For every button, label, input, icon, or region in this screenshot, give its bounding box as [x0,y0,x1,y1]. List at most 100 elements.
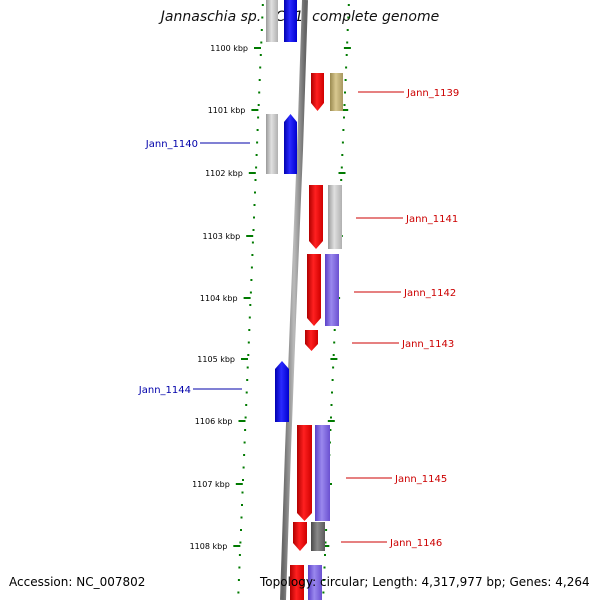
gene-label-jann-1141[interactable]: Jann_1141 [405,214,458,225]
rail-dot [257,116,260,119]
gray-block[interactable] [266,114,278,174]
kbp-scale: 1100 kbp 1101 kbp 1102 kbp 1103 kbp 1104 kbp… [190,44,351,551]
rail-dot [253,216,255,219]
rail-dot [330,404,333,406]
rail-dot [242,466,245,469]
plus-strand-gene[interactable] [307,254,321,326]
rail-dot [261,4,264,6]
rail-dot [346,29,349,31]
rail-dot [325,529,328,531]
rail-dot [259,66,262,69]
rail-dot [331,379,334,381]
kbp-tick-label: 1103 kbp [202,232,240,241]
rail-dot [341,141,344,144]
ortholog-block[interactable] [325,254,339,326]
rail-dot [245,391,248,394]
rail-dot [324,541,327,544]
rail-dot [343,116,345,119]
rail-dot [254,191,256,194]
minus-strand-gene[interactable] [275,361,289,422]
minus-strand-gene[interactable] [284,114,297,174]
rail-dot [345,54,348,56]
rail-dot [241,504,243,506]
rail-dot [237,579,240,581]
plus-strand-gene[interactable] [305,330,318,351]
ortholog-block[interactable] [308,565,322,600]
rail-dot [254,179,257,181]
gene-label-jann-1139[interactable]: Jann_1139 [406,88,459,99]
rail-dot [260,41,263,44]
plus-strand-gene[interactable] [311,73,324,111]
kbp-tick-label: 1101 kbp [208,106,246,115]
rail-dot [260,29,263,31]
kbp-tick-right [338,172,346,174]
plus-strand-gene[interactable] [297,425,312,521]
rail-dot [252,229,255,231]
rail-dot [256,141,259,144]
rail-dot [261,16,264,19]
rail-dot [333,341,336,344]
gene-features [266,0,343,600]
gray-block[interactable] [266,0,278,42]
rail-dot [324,554,326,556]
gene-label-jann-1145[interactable]: Jann_1145 [394,474,447,485]
rail-dot [246,379,249,381]
minus-strand-gene[interactable] [284,0,297,42]
rail-dot [329,429,332,431]
rail-dot [330,416,332,419]
kbp-tick-left [241,358,248,360]
rail-dot [249,291,252,294]
rail-dot [248,329,251,331]
rail-dot [247,341,250,344]
gray-block[interactable] [328,185,342,249]
accession-text: Accession: NC_007802 [9,575,146,589]
rail-dot [242,479,244,481]
rail-dot [347,16,350,19]
gene-label-jann-1146[interactable]: Jann_1146 [389,538,442,549]
rail-dot [331,391,333,394]
rail-dot [258,91,261,94]
ortholog-block[interactable] [330,73,343,111]
rail-dot [332,366,335,369]
kbp-tick-left [248,172,256,174]
gene-label-jann-1142[interactable]: Jann_1142 [403,288,456,299]
rail-dot [253,204,256,206]
kbp-tick-label: 1100 kbp [210,44,248,53]
rail-dot [255,154,258,156]
kbp-tick-right [322,545,330,547]
kbp-tick-label: 1104 kbp [200,294,238,303]
rail-dot [333,329,336,331]
rail-dot [323,566,326,569]
rail-dot [249,304,252,306]
rail-dot [243,454,246,456]
plus-strand-gene[interactable] [290,565,304,600]
gene-label-jann-1143[interactable]: Jann_1143 [401,339,454,350]
kbp-tick-left [238,420,246,422]
rail-dot [332,354,335,356]
kbp-tick-left [251,109,259,111]
rail-dot [248,316,251,319]
plus-strand-gene[interactable] [309,185,323,249]
rail-dot [250,279,253,281]
rail-dot [255,166,258,169]
gene-label-jann-1144[interactable]: Jann_1144 [138,385,191,396]
rail-dot [257,104,260,106]
rail-dot [322,579,325,581]
kbp-tick-right [327,420,335,422]
kbp-tick-right [341,109,349,111]
ortholog-block[interactable] [315,425,330,521]
plus-strand-gene[interactable] [293,522,307,551]
rail-dot [345,66,348,69]
rail-dot [322,591,325,594]
rail-dot [251,241,254,244]
kbp-tick-left [246,235,254,237]
rail-dot [342,129,345,131]
kbp-tick-left [254,47,261,49]
kbp-tick-left [243,297,251,299]
rail-dot [239,541,242,544]
rail-dot [346,41,349,44]
gene-label-jann-1140[interactable]: Jann_1140 [145,139,198,150]
ortholog-block[interactable] [311,522,325,551]
rail-dot [340,179,343,181]
